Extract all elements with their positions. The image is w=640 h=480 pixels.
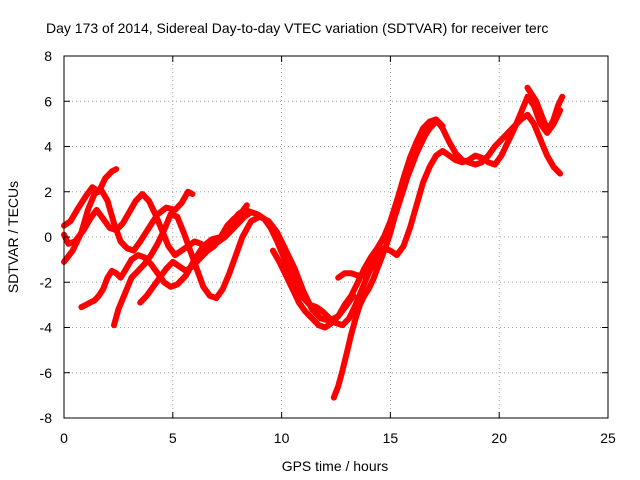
series-layer (61, 84, 566, 401)
series-arc-9 (335, 93, 564, 281)
tick-layer: 0 5 10 15 20 25 -8 -6 -4 -2 0 2 4 6 8 (40, 48, 616, 446)
x-tick-label: 0 (60, 430, 68, 446)
y-tick-label: 4 (44, 139, 52, 155)
y-tick-label: -6 (40, 365, 53, 381)
y-axis-label: SDTVAR / TECUs (5, 181, 21, 293)
series-arc-6 (137, 209, 385, 329)
x-tick-label: 20 (491, 430, 507, 446)
y-tick-label: 2 (44, 184, 52, 200)
chart-title: Day 173 of 2014, Sidereal Day-to-day VTE… (46, 20, 548, 36)
x-tick-label: 5 (169, 430, 177, 446)
x-tick-label: 25 (600, 430, 616, 446)
y-tick-label: 6 (44, 93, 52, 109)
series-arc-8 (330, 118, 446, 401)
series-arc-2 (61, 166, 120, 229)
y-tick-label: -2 (40, 274, 53, 290)
y-tick-label: 0 (44, 229, 52, 245)
y-tick-label: -8 (40, 410, 53, 426)
x-tick-label: 15 (383, 430, 399, 446)
series-arc-1 (61, 186, 196, 265)
x-axis-label: GPS time / hours (282, 458, 389, 474)
series-arc-10 (524, 84, 566, 132)
y-tick-label: 8 (44, 48, 52, 64)
x-tick-label: 10 (274, 430, 290, 446)
y-tick-label: -4 (40, 320, 53, 336)
